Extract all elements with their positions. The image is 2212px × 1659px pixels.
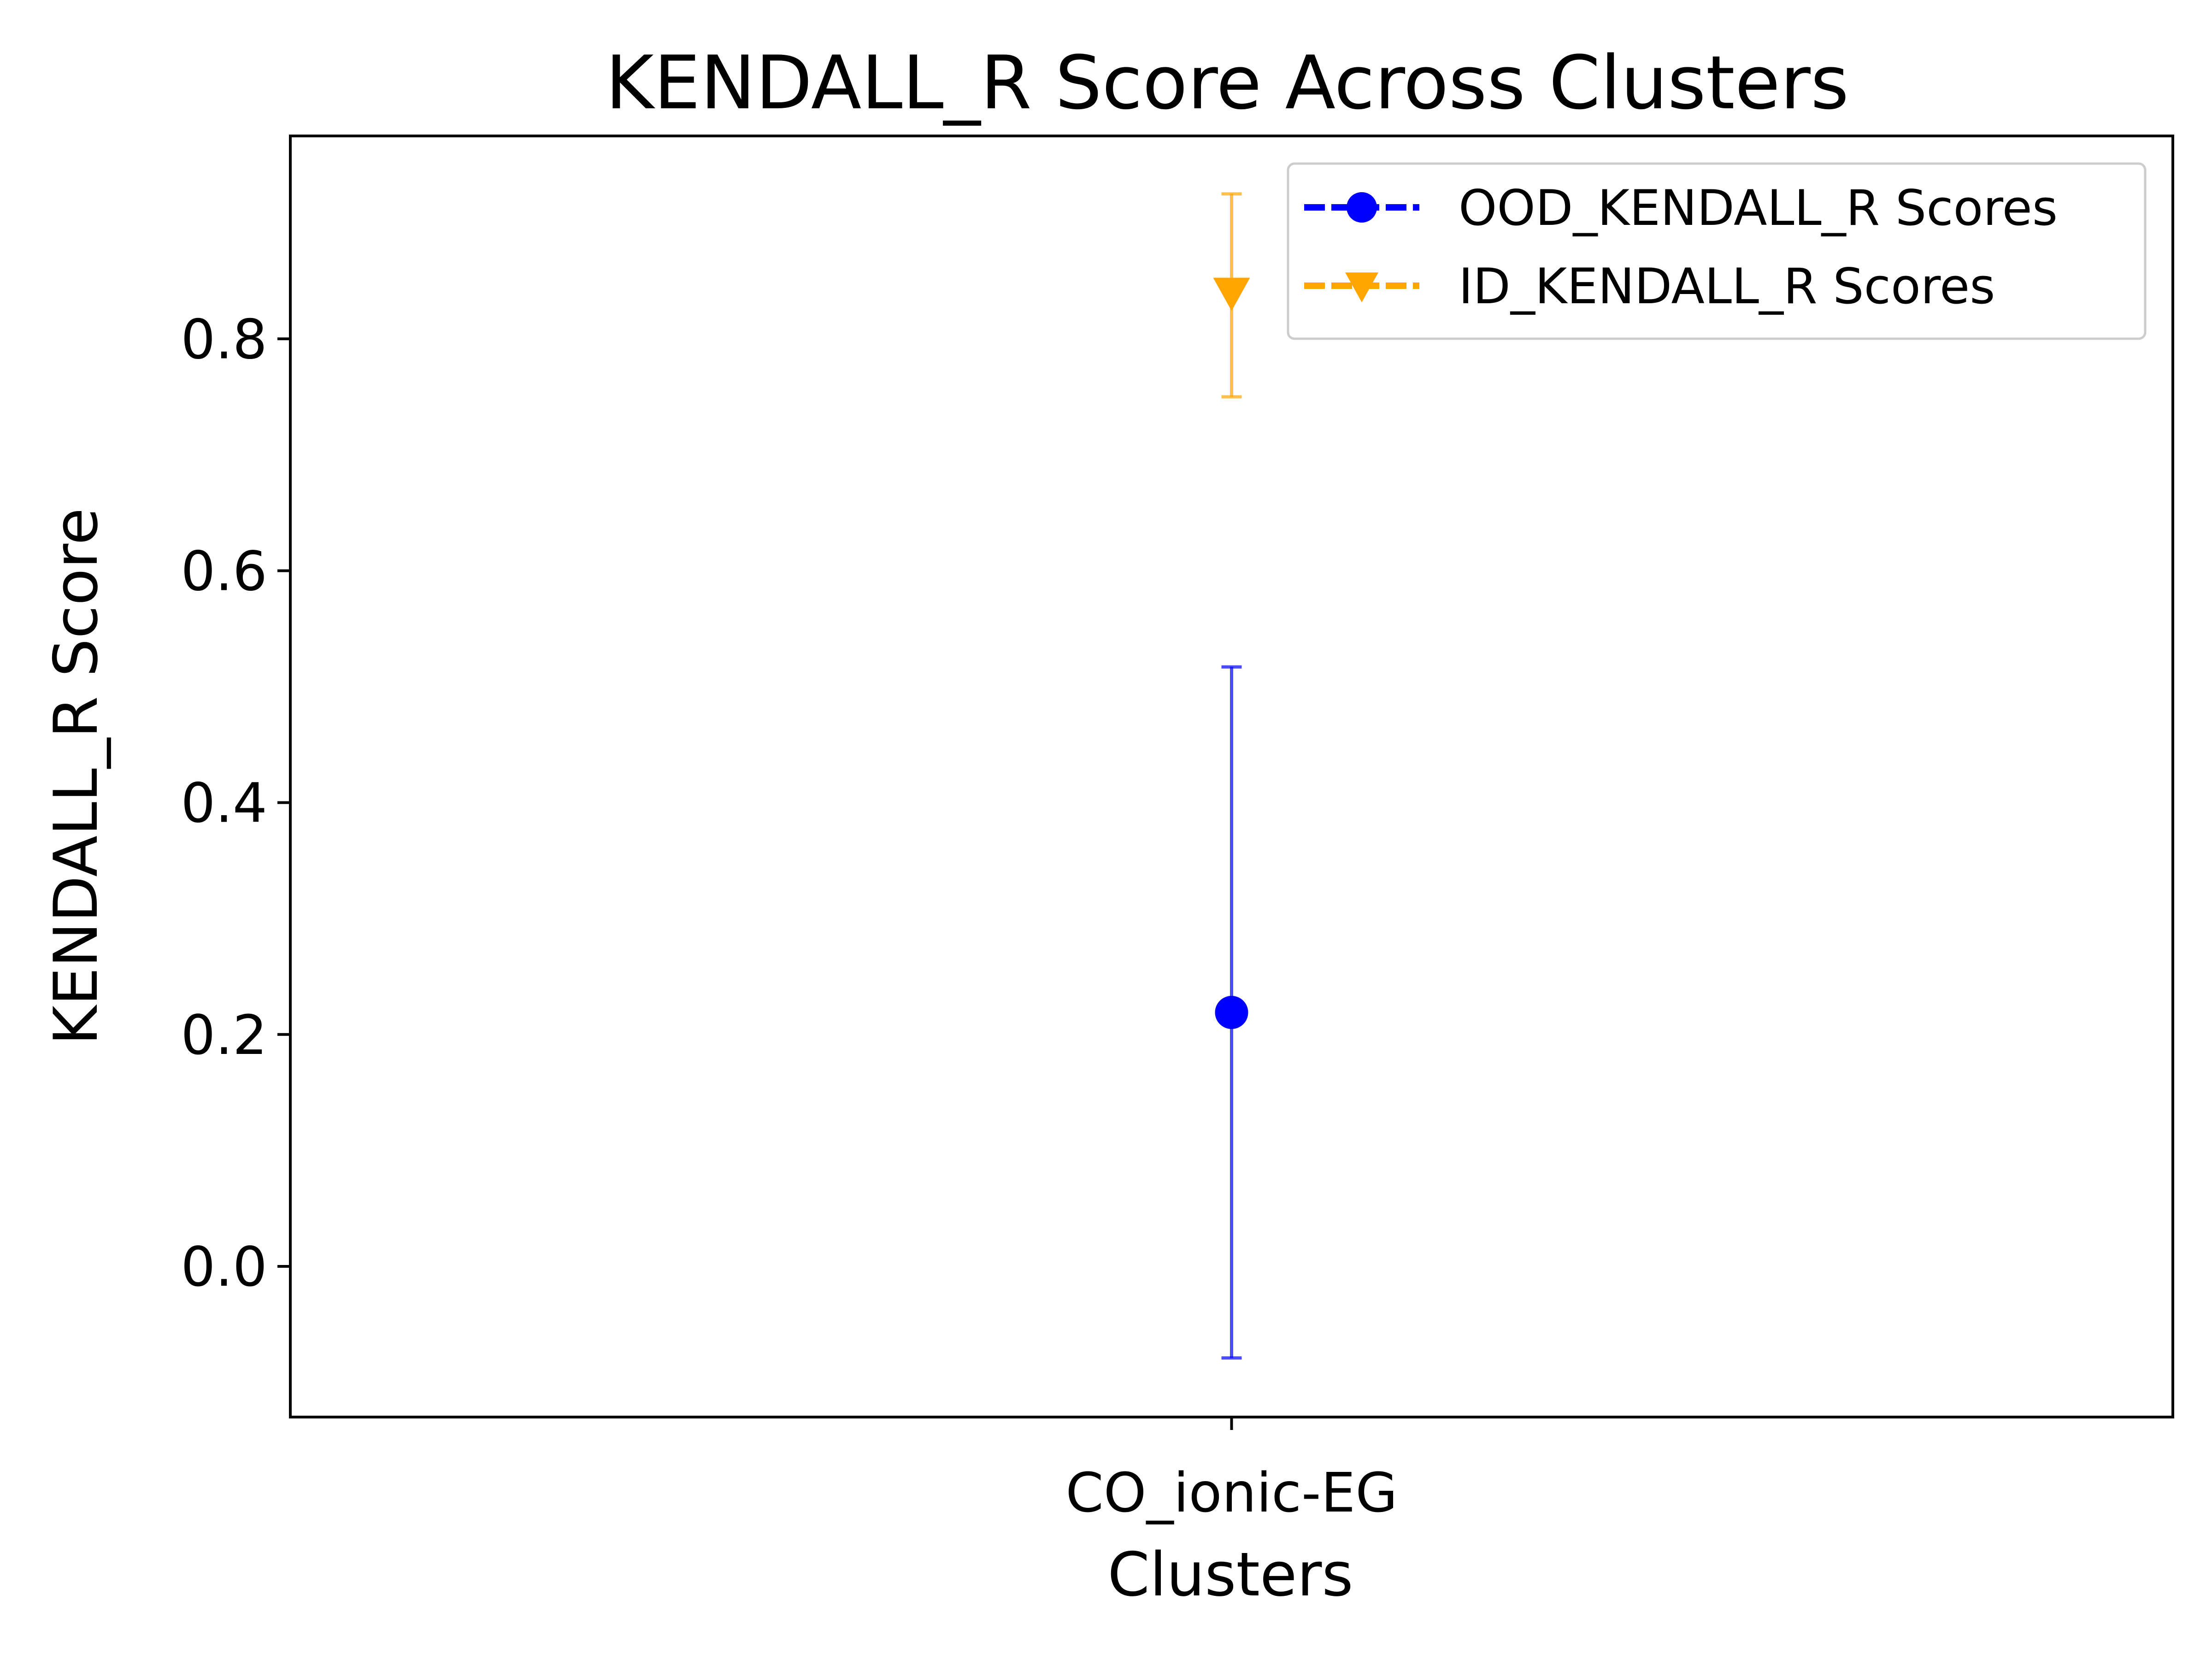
data-point (1215, 995, 1248, 1029)
x-axis-label: Clusters (1107, 1539, 1353, 1610)
legend-label: OOD_KENDALL_R Scores (1459, 180, 2058, 236)
y-axis: 0.0 0.2 0.4 0.6 0.8 (181, 307, 290, 1299)
x-axis: CO_ionic-EG (1065, 1417, 1398, 1524)
plot-area (1213, 192, 1250, 1360)
y-tick-label: 0.2 (181, 1003, 267, 1067)
legend-marker (1345, 272, 1378, 302)
legend: OOD_KENDALL_R Scores ID_KENDALL_R Scores (1287, 162, 2147, 340)
y-tick-label: 0.0 (181, 1235, 267, 1299)
legend-box (1287, 162, 2147, 340)
y-tick-label: 0.4 (181, 771, 267, 835)
y-tick-label: 0.6 (181, 539, 267, 603)
x-tick-label: CO_ionic-EG (1065, 1461, 1397, 1524)
y-tick-label: 0.8 (181, 307, 267, 371)
legend-marker (1347, 192, 1377, 223)
data-point (1213, 277, 1250, 311)
chart-title: KENDALL_R Score Across Clusters (606, 40, 1849, 126)
y-axis-label: KENDALL_R Score (41, 508, 111, 1045)
legend-label: ID_KENDALL_R Scores (1459, 258, 1995, 315)
